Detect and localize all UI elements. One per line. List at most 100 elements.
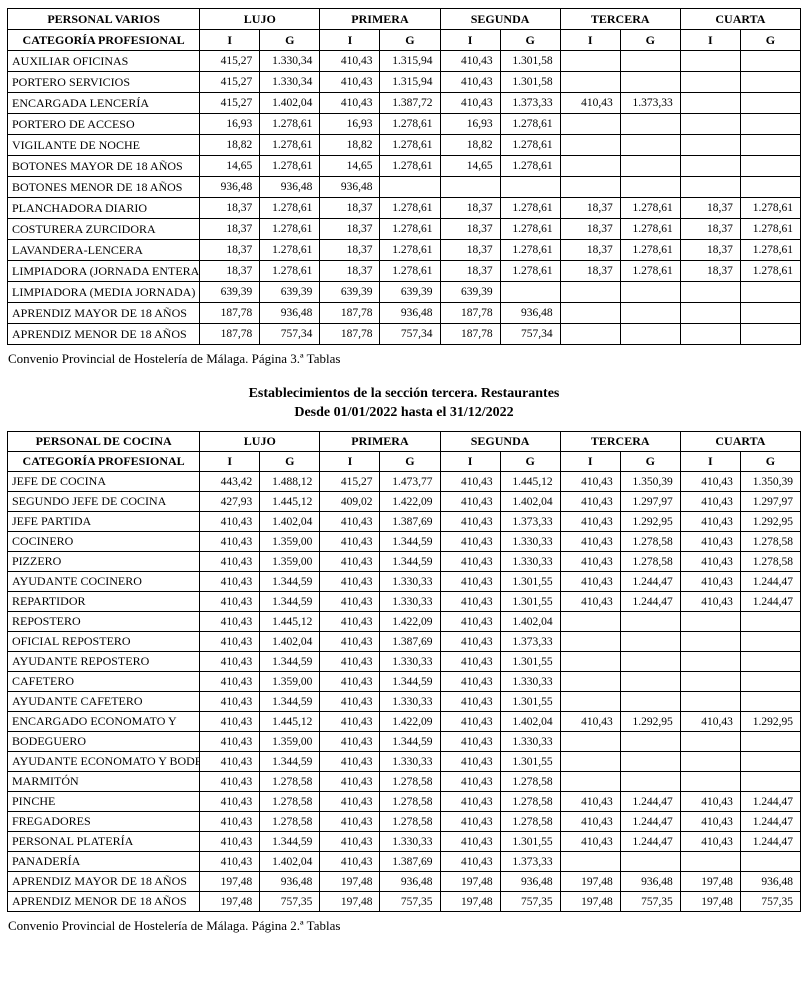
value-cell	[619, 611, 681, 632]
value-cell: 1.330,33	[379, 591, 441, 612]
value-cell: 18,37	[679, 197, 741, 219]
value-cell: 14,65	[439, 155, 501, 177]
value-cell: 639,39	[259, 281, 321, 303]
value-cell: 1.244,47	[619, 591, 681, 612]
value-cell	[679, 176, 741, 198]
table-row: JEFE DE COCINA 443,42 1.488,12 415,27 1.473,…	[6, 471, 802, 492]
category-cell: MARMITÓN	[6, 771, 201, 792]
subcolumn-header-i: I	[559, 29, 621, 51]
value-cell: 1.445,12	[499, 471, 561, 492]
value-cell: 16,93	[199, 113, 261, 135]
value-cell: 410,43	[199, 551, 261, 572]
category-cell: PERSONAL PLATERÍA	[6, 831, 201, 852]
value-cell: 1.297,97	[739, 491, 802, 512]
value-cell	[559, 691, 621, 712]
table-row: ENCARGADA LENCERÍA 415,27 1.402,04 410,43 1.…	[6, 92, 802, 114]
value-cell	[679, 323, 741, 345]
value-cell: 410,43	[439, 651, 501, 672]
value-cell: 409,02	[319, 491, 381, 512]
value-cell: 410,43	[559, 551, 621, 572]
table-row: LIMPIADORA (JORNADA ENTERA) 18,37 1.278,61…	[6, 260, 802, 282]
value-cell: 410,43	[199, 751, 261, 772]
value-cell: 197,48	[319, 871, 381, 892]
subcolumn-header-g: G	[259, 29, 321, 51]
value-cell: 410,43	[679, 591, 741, 612]
value-cell: 410,43	[679, 551, 741, 572]
value-cell: 1.278,61	[259, 113, 321, 135]
category-cell: REPARTIDOR	[6, 591, 201, 612]
value-cell: 1.278,61	[499, 134, 561, 156]
category-cell: PORTERO DE ACCESO	[6, 113, 201, 135]
subcolumn-header-i: I	[199, 451, 261, 472]
value-cell: 1.301,55	[499, 691, 561, 712]
value-cell: 1.301,55	[499, 831, 561, 852]
value-cell: 1.359,00	[259, 731, 321, 752]
value-cell: 410,43	[679, 811, 741, 832]
value-cell: 197,48	[439, 891, 501, 912]
table-row: PERSONAL PLATERÍA 410,43 1.344,59 410,43 1.3…	[6, 831, 802, 852]
value-cell: 410,43	[439, 611, 501, 632]
value-cell: 1.350,39	[739, 471, 802, 492]
value-cell: 1.292,95	[739, 511, 802, 532]
value-cell: 1.278,58	[379, 811, 441, 832]
personal-varios-footnote: Convenio Provincial de Hostelería de Mál…	[8, 351, 341, 366]
value-cell: 410,43	[679, 511, 741, 532]
value-cell: 18,37	[319, 239, 381, 261]
category-cell: APRENDIZ MAYOR DE 18 AÑOS	[6, 302, 201, 324]
category-cell: LAVANDERA-LENCERA	[6, 239, 201, 261]
value-cell: 410,43	[679, 491, 741, 512]
value-cell: 1.278,58	[739, 551, 802, 572]
value-cell: 410,43	[319, 50, 381, 72]
value-cell: 18,37	[319, 260, 381, 282]
value-cell: 18,37	[319, 218, 381, 240]
value-cell	[739, 731, 802, 752]
value-cell: 1.301,58	[499, 71, 561, 93]
value-cell: 410,43	[319, 551, 381, 572]
value-cell: 18,37	[439, 260, 501, 282]
value-cell: 197,48	[679, 871, 741, 892]
value-cell: 757,35	[739, 891, 802, 912]
value-cell: 410,43	[199, 671, 261, 692]
value-cell: 757,34	[379, 323, 441, 345]
value-cell: 410,43	[199, 591, 261, 612]
section-personal-varios: PERSONAL VARIOS LUJO PRIMERA SEGUNDA TERCERA…	[6, 8, 802, 367]
value-cell: 18,37	[559, 218, 621, 240]
value-cell	[679, 71, 741, 93]
table-title-cell: PERSONAL VARIOS	[6, 8, 201, 30]
subcolumn-header-g: G	[739, 29, 802, 51]
value-cell: 1.278,61	[379, 113, 441, 135]
value-cell: 187,78	[439, 302, 501, 324]
value-cell	[619, 751, 681, 772]
value-cell: 1.445,12	[259, 711, 321, 732]
value-cell: 936,48	[379, 871, 441, 892]
value-cell: 410,43	[559, 791, 621, 812]
value-cell: 1.278,58	[739, 531, 802, 552]
value-cell: 410,43	[439, 831, 501, 852]
value-cell	[679, 281, 741, 303]
value-cell	[499, 176, 561, 198]
value-cell: 410,43	[439, 531, 501, 552]
value-cell	[559, 851, 621, 872]
value-cell: 410,43	[319, 691, 381, 712]
value-cell: 1.278,61	[499, 155, 561, 177]
category-cell: AYUDANTE CAFETERO	[6, 691, 201, 712]
category-cell: APRENDIZ MENOR DE 18 AÑOS	[6, 323, 201, 345]
value-cell: 14,65	[319, 155, 381, 177]
value-cell: 410,43	[319, 751, 381, 772]
value-cell: 1.278,61	[259, 239, 321, 261]
value-cell	[619, 771, 681, 792]
value-cell: 639,39	[379, 281, 441, 303]
table-row: LIMPIADORA (MEDIA JORNADA) 639,39 639,39 63…	[6, 281, 802, 303]
value-cell: 1.278,61	[259, 218, 321, 240]
value-cell	[739, 323, 802, 345]
category-cell: PINCHE	[6, 791, 201, 812]
table-row: APRENDIZ MAYOR DE 18 AÑOS 187,78 936,48 187…	[6, 302, 802, 324]
value-cell: 410,43	[439, 71, 501, 93]
value-cell	[619, 671, 681, 692]
value-cell: 197,48	[559, 871, 621, 892]
value-cell: 936,48	[259, 302, 321, 324]
category-cell: AUXILIAR OFICINAS	[6, 50, 201, 72]
value-cell: 410,43	[319, 791, 381, 812]
value-cell: 1.301,55	[499, 571, 561, 592]
value-cell: 410,43	[679, 531, 741, 552]
